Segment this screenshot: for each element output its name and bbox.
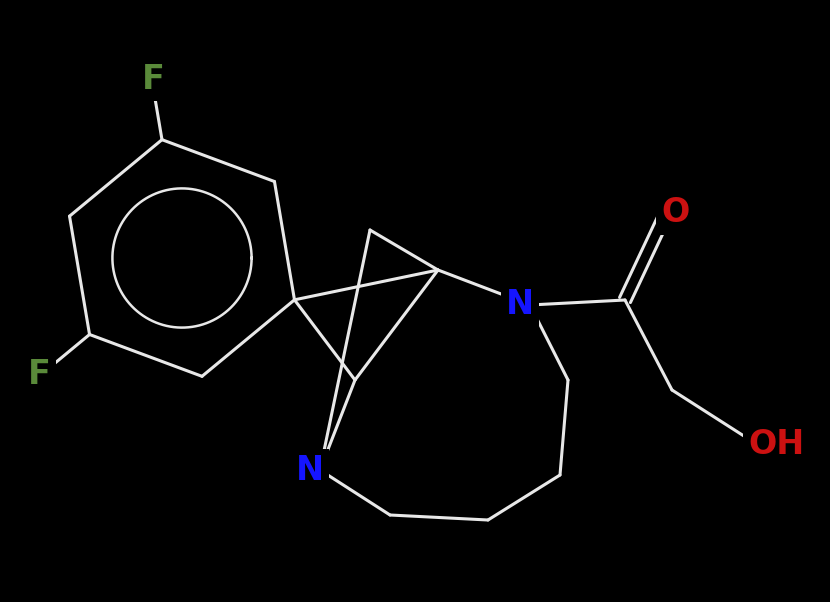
Text: N: N xyxy=(296,453,324,486)
Text: F: F xyxy=(27,358,51,391)
Text: OH: OH xyxy=(748,429,804,462)
Text: F: F xyxy=(141,63,164,96)
Text: O: O xyxy=(661,196,689,229)
Text: N: N xyxy=(506,288,534,321)
